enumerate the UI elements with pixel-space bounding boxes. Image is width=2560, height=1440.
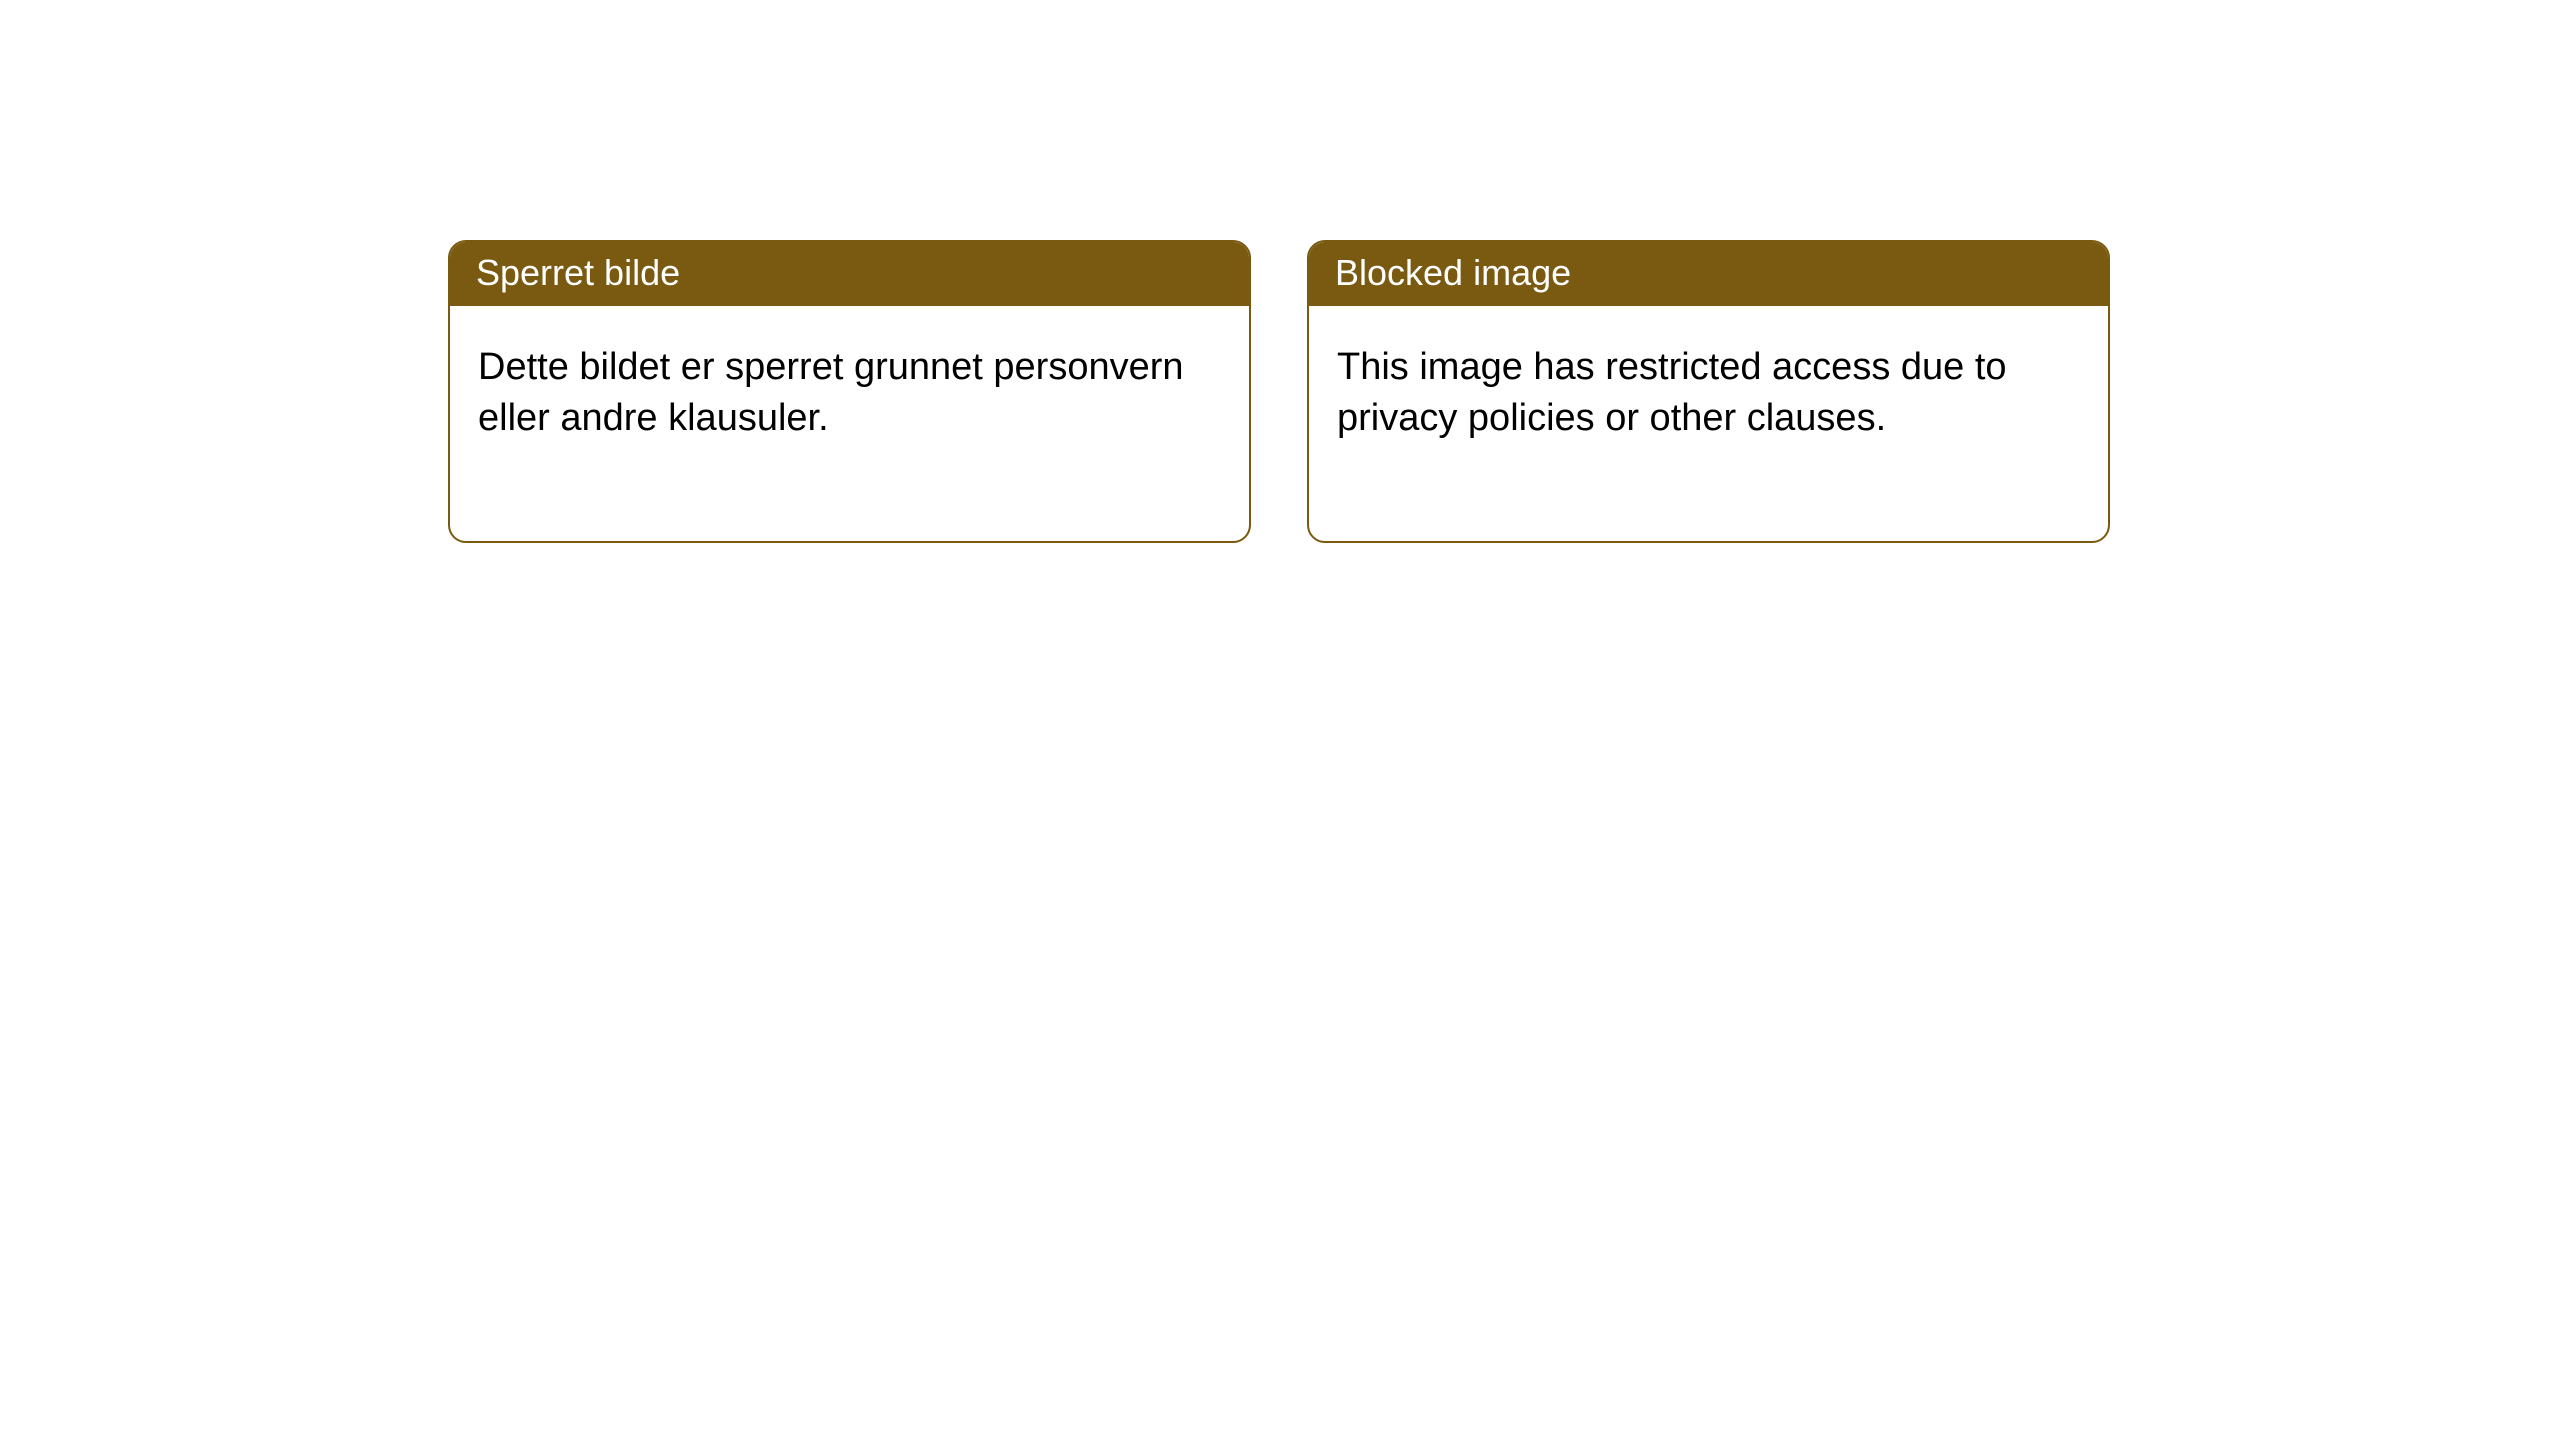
card-body: This image has restricted access due to … xyxy=(1309,306,2108,541)
card-title: Blocked image xyxy=(1309,242,2108,306)
card-body: Dette bildet er sperret grunnet personve… xyxy=(450,306,1249,541)
blocked-image-card-en: Blocked image This image has restricted … xyxy=(1307,240,2110,543)
blocked-image-card-no: Sperret bilde Dette bildet er sperret gr… xyxy=(448,240,1251,543)
notice-container: Sperret bilde Dette bildet er sperret gr… xyxy=(0,0,2560,543)
card-title: Sperret bilde xyxy=(450,242,1249,306)
